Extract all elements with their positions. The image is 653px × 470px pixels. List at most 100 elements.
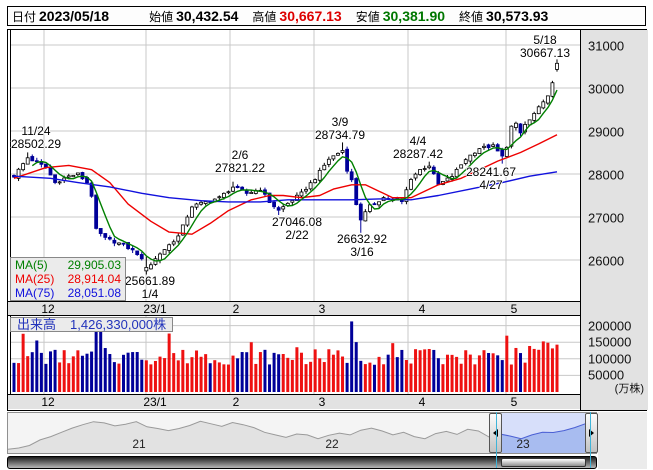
candle-body [112, 239, 117, 244]
volume-bar [217, 362, 221, 392]
volume-bar [341, 356, 345, 392]
chart-annotation: 25661.89 1/4 [125, 275, 175, 301]
volume-bar [181, 349, 185, 392]
range-handle-right-button[interactable] [585, 413, 598, 453]
triangle-right-icon [589, 429, 594, 437]
date-label: 日付 [12, 9, 37, 24]
volume-bar [185, 363, 189, 392]
month-tick-label: 12 [41, 395, 55, 409]
range-navigator[interactable]: 21 22 23 [7, 412, 598, 454]
volume-bar [404, 360, 408, 392]
candle-body [180, 224, 185, 236]
volume-readout: 出来高 1,426,330,000株 [10, 317, 174, 332]
annotation-line: 27046.08 [271, 215, 323, 229]
volume-bar [195, 350, 199, 392]
annotation-line: 4/4 [409, 134, 427, 148]
volume-bar [372, 364, 376, 392]
volume-plot [11, 316, 580, 394]
horizontal-scrollbar[interactable] [7, 456, 597, 469]
y-axis-labels: 26000 27000 28000 29000 30000 31000 50000 10000… [580, 30, 648, 410]
candle-body [71, 174, 76, 178]
volume-bar [258, 352, 262, 392]
ma25-line [13, 134, 558, 235]
volume-bar [459, 363, 463, 392]
candle-body [135, 250, 140, 255]
candle-body [377, 201, 381, 206]
annotation-line: 4/27 [479, 178, 503, 192]
candle-body [304, 189, 308, 192]
annotation-line: 26632.92 [336, 232, 388, 246]
candle-body [422, 168, 427, 170]
volume-bar [382, 364, 386, 392]
month-tick-label: 2 [232, 302, 240, 316]
scrollbar-thumb[interactable] [501, 458, 586, 467]
price-chart[interactable]: MA(5) 29,905.03 MA(25) 28,914.04 MA(75) 28,05… [10, 30, 580, 301]
year-label: 22 [325, 437, 339, 451]
candle-body [541, 101, 546, 109]
range-guide-right [590, 412, 591, 468]
volume-bar [505, 335, 509, 392]
candle-body [276, 207, 281, 211]
candle-body [34, 160, 39, 163]
volume-bar [39, 352, 43, 392]
volume-tick-label: 50000 [588, 367, 625, 383]
annotation-line: 1/4 [141, 287, 159, 301]
volume-bar [350, 321, 354, 392]
x-axis-months: 12 23/1 2 3 4 5 [8, 301, 646, 316]
volume-bar [112, 362, 116, 392]
candle-body [190, 206, 194, 218]
annotation-line: 2/22 [285, 228, 309, 242]
candle-body [491, 144, 496, 147]
candle-body [217, 196, 222, 199]
candle-body [509, 125, 514, 147]
candle-body [345, 148, 350, 172]
volume-bar [58, 362, 62, 392]
candle-body [171, 241, 176, 245]
candle-body [372, 203, 377, 206]
volume-bar [208, 363, 212, 392]
volume-bar [295, 347, 299, 392]
volume-bar [199, 356, 203, 392]
volume-bar [528, 345, 532, 392]
volume-chart[interactable]: 出来高 1,426,330,000株 [10, 316, 580, 394]
ma-legend-row: MA(25) 28,914.04 [11, 272, 125, 286]
month-tick-label: 3 [318, 302, 326, 316]
volume-bar [240, 352, 244, 392]
month-tick-label: 2 [232, 395, 240, 409]
volume-bar [213, 360, 217, 392]
volume-bar [167, 333, 171, 392]
candle-body [459, 164, 464, 169]
volume-bar [30, 352, 34, 392]
ma-legend-name: MA(5) [15, 258, 48, 272]
month-tick-label: 12 [41, 302, 55, 316]
volume-bar [464, 350, 468, 392]
range-guide-left [496, 412, 497, 468]
volume-bar [281, 354, 285, 392]
volume-bar [135, 352, 139, 392]
candle-body [281, 206, 286, 210]
nav-selected-area [502, 423, 585, 453]
candle-body [199, 201, 203, 205]
volume-bar [204, 354, 208, 392]
volume-bar [268, 364, 272, 392]
volume-bar [546, 342, 550, 392]
month-tick-label: 4 [418, 395, 426, 409]
volume-bar [427, 349, 431, 392]
candle-body [75, 172, 80, 176]
ma-legend-row: MA(75) 28,051.08 [11, 286, 125, 300]
candle-body [130, 248, 135, 251]
close-value: 30,573.93 [486, 8, 549, 24]
volume-bar [163, 358, 167, 392]
volume-bar [263, 349, 267, 392]
candle-body [162, 249, 167, 255]
range-handle-left-button[interactable] [489, 413, 502, 453]
volume-bar [537, 349, 541, 392]
volume-series [12, 320, 559, 392]
volume-bar [313, 349, 317, 392]
annotation-line: 28241.67 [465, 165, 517, 179]
volume-bar [90, 351, 94, 392]
volume-tick-label: 200000 [588, 318, 632, 334]
volume-bar [126, 352, 130, 392]
low-value: 30,381.90 [382, 8, 446, 24]
nav-area [8, 418, 596, 453]
